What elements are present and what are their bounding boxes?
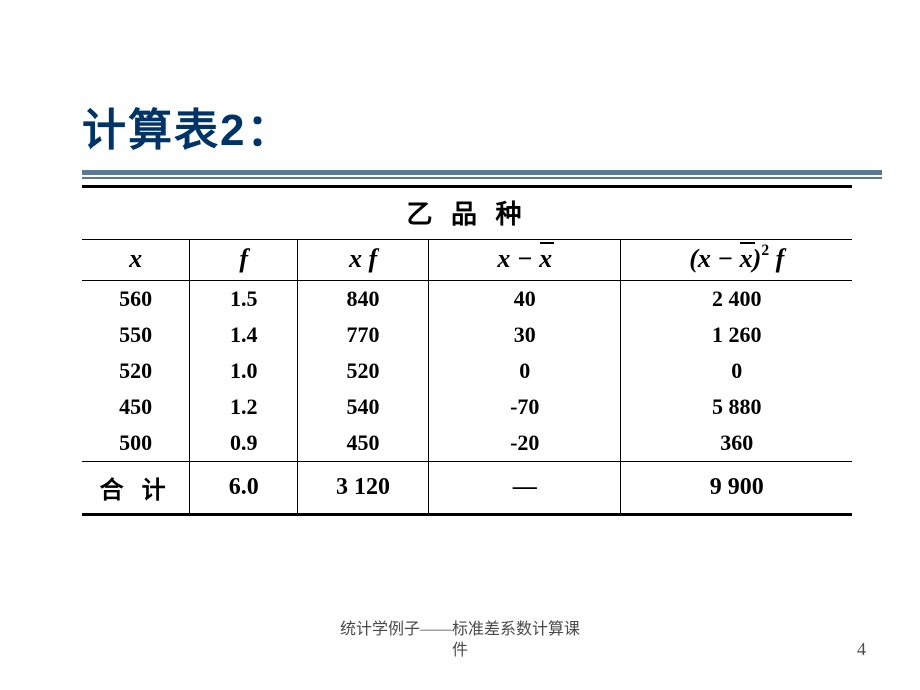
cell-dev: -20 — [428, 425, 621, 462]
cell-f: 1.5 — [190, 281, 298, 318]
cell-xf: 450 — [298, 425, 429, 462]
cell-xf: 540 — [298, 389, 429, 425]
cell-dev: -70 — [428, 389, 621, 425]
total-f: 6.0 — [190, 462, 298, 515]
cell-xf: 770 — [298, 317, 429, 353]
table-row: 520 1.0 520 0 0 — [82, 353, 852, 389]
table-total-row: 合 计 6.0 3 120 — 9 900 — [82, 462, 852, 515]
col-header-xf: x f — [298, 240, 429, 281]
table-row: 550 1.4 770 30 1 260 — [82, 317, 852, 353]
cell-dev: 40 — [428, 281, 621, 318]
total-sq: 9 900 — [621, 462, 852, 515]
cell-x: 500 — [82, 425, 190, 462]
col-header-x: x — [82, 240, 190, 281]
table-caption: 乙 品 种 — [82, 187, 852, 240]
footer-line2: 件 — [0, 641, 920, 662]
slide-footer: 统计学例子——标准差系数计算课 件 — [0, 620, 920, 662]
cell-sq: 360 — [621, 425, 852, 462]
table-header-row: x f x f x − x (x − x)2 f — [82, 240, 852, 281]
total-xf: 3 120 — [298, 462, 429, 515]
total-dev: — — [428, 462, 621, 515]
cell-x: 550 — [82, 317, 190, 353]
title-underline — [82, 170, 882, 180]
table-row: 500 0.9 450 -20 360 — [82, 425, 852, 462]
cell-xf: 840 — [298, 281, 429, 318]
cell-dev: 0 — [428, 353, 621, 389]
table-row: 560 1.5 840 40 2 400 — [82, 281, 852, 318]
table-row: 450 1.2 540 -70 5 880 — [82, 389, 852, 425]
slide-title: 计算表2： — [82, 94, 870, 158]
cell-f: 1.0 — [190, 353, 298, 389]
cell-x: 450 — [82, 389, 190, 425]
cell-dev: 30 — [428, 317, 621, 353]
cell-sq: 1 260 — [621, 317, 852, 353]
data-table-wrap: 乙 品 种 x f x f x − x (x − x)2 f 560 1.5 8… — [82, 185, 852, 516]
cell-f: 0.9 — [190, 425, 298, 462]
cell-sq: 5 880 — [621, 389, 852, 425]
cell-sq: 0 — [621, 353, 852, 389]
title-block: 计算表2： — [82, 94, 870, 158]
cell-xf: 520 — [298, 353, 429, 389]
page-number: 4 — [857, 639, 866, 660]
col-header-sqdev: (x − x)2 f — [621, 240, 852, 281]
cell-f: 1.2 — [190, 389, 298, 425]
cell-f: 1.4 — [190, 317, 298, 353]
col-header-dev: x − x — [428, 240, 621, 281]
cell-x: 520 — [82, 353, 190, 389]
table-caption-row: 乙 品 种 — [82, 187, 852, 240]
data-table: 乙 品 种 x f x f x − x (x − x)2 f 560 1.5 8… — [82, 185, 852, 516]
col-header-f: f — [190, 240, 298, 281]
total-label: 合 计 — [82, 462, 190, 515]
cell-x: 560 — [82, 281, 190, 318]
footer-line1: 统计学例子——标准差系数计算课 — [0, 620, 920, 641]
cell-sq: 2 400 — [621, 281, 852, 318]
